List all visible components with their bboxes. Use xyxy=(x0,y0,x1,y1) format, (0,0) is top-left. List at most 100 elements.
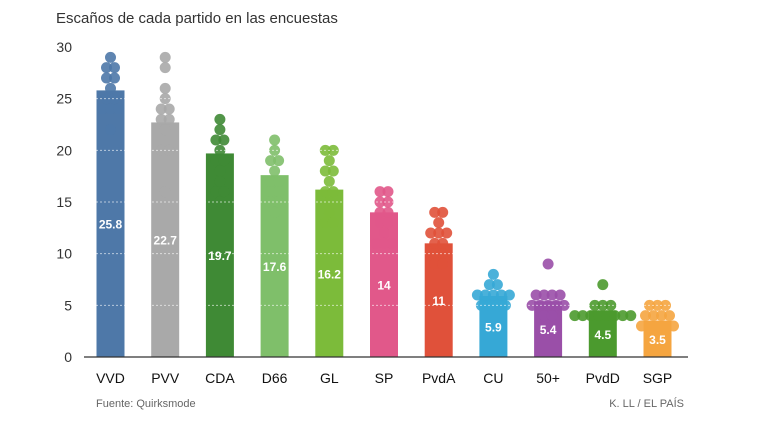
poll-point xyxy=(218,134,230,146)
poll-point xyxy=(382,206,394,218)
poll-point xyxy=(437,248,449,260)
poll-point xyxy=(265,175,277,187)
data-label: 25.8 xyxy=(99,218,123,232)
poll-point xyxy=(370,237,382,249)
x-tick-label: PvdA xyxy=(422,370,456,386)
poll-point xyxy=(319,165,331,177)
poll-point xyxy=(159,186,171,198)
data-label: 22.7 xyxy=(154,234,178,248)
data-label: 11 xyxy=(432,294,445,308)
poll-point xyxy=(429,248,441,260)
poll-point xyxy=(319,186,331,198)
x-tick-label: SGP xyxy=(643,370,673,386)
poll-point xyxy=(441,227,453,239)
data-label: 5.4 xyxy=(540,323,557,337)
poll-point xyxy=(386,237,398,249)
y-tick-label: 0 xyxy=(64,349,72,365)
poll-point xyxy=(577,310,589,322)
poll-point xyxy=(269,165,281,177)
credit-note: K. LL / EL PAÍS xyxy=(609,398,684,410)
poll-point xyxy=(101,72,112,84)
poll-point xyxy=(214,165,226,177)
x-tick-label: D66 xyxy=(262,370,288,386)
poll-point xyxy=(374,217,386,229)
poll-point xyxy=(433,227,445,239)
poll-point xyxy=(636,320,647,332)
poll-point xyxy=(327,165,339,177)
poll-point xyxy=(323,155,335,167)
poll-point xyxy=(378,227,390,239)
poll-point xyxy=(605,299,617,311)
poll-point xyxy=(660,320,671,332)
poll-point xyxy=(214,124,226,136)
y-tick-label: 30 xyxy=(56,39,72,55)
poll-point xyxy=(105,82,116,94)
poll-point xyxy=(425,227,437,239)
poll-point xyxy=(538,310,550,322)
poll-point xyxy=(437,237,449,249)
poll-point xyxy=(214,196,226,208)
poll-point xyxy=(210,186,222,198)
data-label: 4.5 xyxy=(594,328,611,342)
poll-point xyxy=(327,186,339,198)
poll-point xyxy=(495,289,507,301)
poll-point xyxy=(155,113,167,125)
source-note: Fuente: Quirksmode xyxy=(96,398,196,410)
poll-point xyxy=(109,62,120,74)
data-label: 16.2 xyxy=(318,267,342,281)
data-label: 17.6 xyxy=(263,260,287,274)
poll-point xyxy=(429,258,441,270)
poll-point xyxy=(159,82,171,94)
poll-point xyxy=(109,72,120,84)
poll-point xyxy=(382,186,394,198)
poll-point xyxy=(585,310,597,322)
poll-point xyxy=(601,310,613,322)
poll-point xyxy=(378,237,390,249)
x-tick-label: CU xyxy=(483,370,503,386)
poll-point xyxy=(546,289,558,301)
poll-point xyxy=(554,289,566,301)
data-label: 3.5 xyxy=(649,333,666,347)
x-tick-label: VVD xyxy=(96,370,125,386)
poll-point xyxy=(597,299,609,311)
poll-point xyxy=(487,268,499,280)
poll-point xyxy=(163,103,175,115)
data-label: 19.7 xyxy=(208,249,232,263)
poll-point xyxy=(273,175,285,187)
poll-point xyxy=(214,175,226,187)
poll-point xyxy=(159,51,171,63)
poll-point xyxy=(269,206,281,218)
poll-point xyxy=(269,134,281,146)
poll-point xyxy=(113,103,124,115)
poll-point xyxy=(323,175,335,187)
poll-point xyxy=(487,289,499,301)
data-label: 14 xyxy=(377,279,391,293)
poll-point xyxy=(652,320,663,332)
poll-point xyxy=(437,206,449,218)
poll-point xyxy=(101,93,112,105)
y-tick-label: 20 xyxy=(56,142,72,158)
poll-point xyxy=(163,113,175,125)
poll-point xyxy=(530,289,542,301)
x-tick-label: PVV xyxy=(151,370,180,386)
poll-point xyxy=(538,289,550,301)
poll-point xyxy=(97,103,108,115)
poll-point xyxy=(542,258,554,270)
poll-point xyxy=(593,310,605,322)
poll-point xyxy=(617,310,629,322)
poll-point xyxy=(429,237,441,249)
poll-point xyxy=(265,155,277,167)
poll-point xyxy=(265,196,277,208)
y-tick-label: 5 xyxy=(64,297,72,313)
x-tick-label: PvdD xyxy=(586,370,620,386)
poll-point xyxy=(105,124,116,136)
poll-point xyxy=(323,206,335,218)
poll-point xyxy=(214,113,226,125)
poll-point xyxy=(483,279,495,291)
x-tick-label: SP xyxy=(375,370,394,386)
poll-point xyxy=(319,217,331,229)
poll-point xyxy=(589,299,601,311)
poll-point xyxy=(269,144,281,156)
poll-point xyxy=(273,155,285,167)
